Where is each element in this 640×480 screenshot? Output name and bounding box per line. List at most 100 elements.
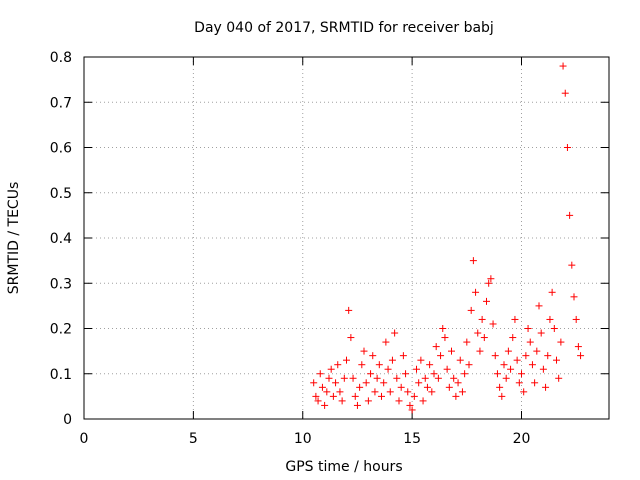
data-point [489, 320, 497, 328]
y-axis-label: SRMTID / TECUs [6, 182, 22, 295]
data-point [509, 334, 517, 342]
data-point [452, 392, 460, 400]
y-tick-label: 0 [63, 412, 72, 428]
data-point [491, 352, 499, 360]
data-point [568, 261, 576, 269]
data-point [434, 374, 442, 382]
data-point [559, 62, 567, 70]
data-point [358, 361, 366, 369]
data-point [338, 397, 346, 405]
data-point [566, 211, 574, 219]
grid-lines [84, 57, 609, 419]
data-point [574, 343, 582, 351]
data-point [423, 383, 431, 391]
data-point [421, 374, 429, 382]
data-point [391, 329, 399, 337]
data-point [397, 383, 405, 391]
data-point [419, 397, 427, 405]
data-point [515, 379, 523, 387]
data-point [469, 257, 477, 265]
data-point [500, 361, 508, 369]
data-point [430, 370, 438, 378]
y-tick-label: 0.8 [50, 50, 72, 66]
y-tick-label: 0.4 [50, 231, 72, 247]
data-point [480, 334, 488, 342]
data-point [463, 338, 471, 346]
data-point [413, 365, 420, 373]
data-point [364, 397, 372, 405]
data-point [507, 365, 515, 373]
data-points [310, 62, 585, 414]
y-tick-label: 0.6 [50, 141, 72, 157]
y-tick-label: 0.7 [50, 95, 72, 111]
data-point [448, 347, 455, 355]
data-point [513, 356, 521, 364]
data-point [408, 406, 416, 414]
data-point [399, 352, 407, 360]
data-point [345, 306, 353, 314]
data-point [550, 325, 558, 332]
data-point [393, 374, 401, 382]
data-point [402, 370, 410, 378]
data-point [404, 388, 412, 396]
data-point [533, 347, 541, 355]
data-point [327, 365, 335, 373]
data-point [428, 388, 436, 396]
data-point [417, 356, 425, 364]
data-point [443, 365, 451, 373]
data-point [382, 338, 390, 346]
data-point [531, 379, 539, 387]
data-point [439, 325, 447, 332]
data-point [478, 315, 486, 323]
data-point [441, 334, 449, 342]
y-tick-label: 0.5 [50, 186, 72, 202]
data-point [367, 370, 375, 378]
data-point [557, 338, 565, 346]
data-point [323, 388, 331, 396]
data-point [511, 315, 519, 323]
data-point [563, 144, 571, 151]
data-point [445, 383, 453, 391]
data-point [318, 383, 326, 391]
data-point [432, 343, 440, 351]
data-point [395, 397, 403, 405]
data-point [561, 89, 569, 97]
data-point [458, 388, 466, 396]
data-point [406, 401, 414, 409]
x-tick-label: 5 [189, 431, 198, 447]
x-tick-label: 20 [513, 431, 531, 447]
data-point [369, 352, 377, 360]
data-point [386, 388, 394, 396]
data-point [343, 356, 350, 364]
data-point [542, 383, 550, 391]
data-point [384, 365, 392, 373]
data-point [349, 374, 357, 382]
data-point [539, 365, 547, 373]
data-point [347, 334, 355, 342]
data-point [314, 397, 322, 405]
x-tick-label: 0 [80, 431, 89, 447]
data-point [332, 379, 340, 387]
data-point [465, 361, 473, 369]
data-point [356, 383, 364, 391]
y-tick-label: 0.3 [50, 276, 72, 292]
data-point [474, 329, 482, 337]
chart-title: Day 040 of 2017, SRMTID for receiver bab… [194, 20, 494, 36]
data-point [537, 329, 545, 337]
data-point [375, 361, 383, 369]
data-point [325, 374, 333, 382]
data-point [371, 388, 379, 396]
data-point [535, 302, 543, 310]
x-tick-label: 15 [403, 431, 421, 447]
data-point [472, 288, 480, 296]
data-point [351, 392, 359, 400]
data-point [546, 315, 554, 323]
data-point [518, 370, 525, 378]
data-point [487, 275, 495, 283]
data-point [426, 361, 434, 369]
data-point [321, 401, 329, 409]
data-point [312, 392, 320, 400]
data-point [415, 379, 423, 387]
data-point [524, 325, 532, 332]
